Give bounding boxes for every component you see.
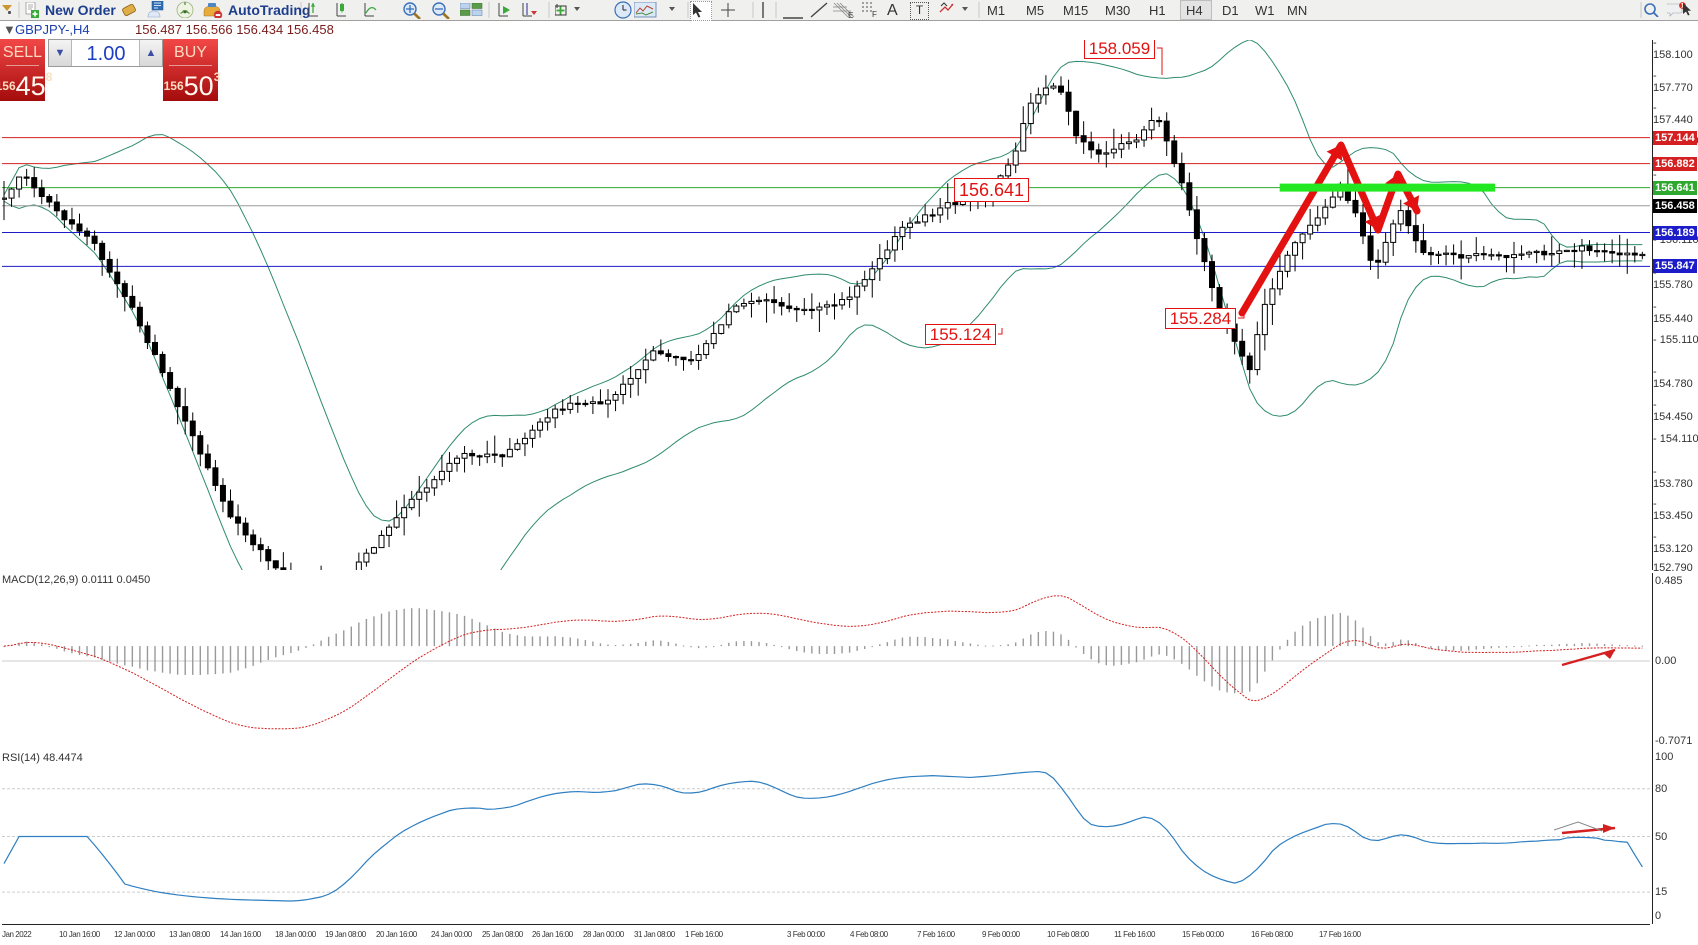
svg-text:E: E bbox=[848, 11, 853, 19]
